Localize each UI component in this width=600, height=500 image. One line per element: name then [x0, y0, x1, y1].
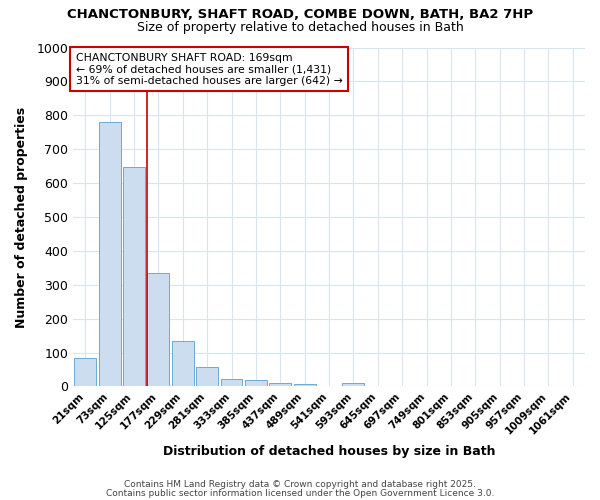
Bar	[123, 167, 145, 386]
Bar	[343, 383, 364, 386]
Bar	[196, 366, 218, 386]
Bar	[148, 273, 169, 386]
Text: Size of property relative to detached houses in Bath: Size of property relative to detached ho…	[137, 21, 463, 34]
Bar	[74, 358, 96, 386]
Bar	[221, 379, 242, 386]
Text: Contains public sector information licensed under the Open Government Licence 3.: Contains public sector information licen…	[106, 489, 494, 498]
Text: CHANCTONBURY SHAFT ROAD: 169sqm
← 69% of detached houses are smaller (1,431)
31%: CHANCTONBURY SHAFT ROAD: 169sqm ← 69% of…	[76, 52, 343, 86]
Bar	[293, 384, 316, 386]
Text: Contains HM Land Registry data © Crown copyright and database right 2025.: Contains HM Land Registry data © Crown c…	[124, 480, 476, 489]
Bar	[172, 340, 194, 386]
X-axis label: Distribution of detached houses by size in Bath: Distribution of detached houses by size …	[163, 444, 495, 458]
Bar	[269, 383, 291, 386]
Text: CHANCTONBURY, SHAFT ROAD, COMBE DOWN, BATH, BA2 7HP: CHANCTONBURY, SHAFT ROAD, COMBE DOWN, BA…	[67, 8, 533, 20]
Bar	[245, 380, 267, 386]
Bar	[98, 122, 121, 386]
Y-axis label: Number of detached properties: Number of detached properties	[15, 106, 28, 328]
